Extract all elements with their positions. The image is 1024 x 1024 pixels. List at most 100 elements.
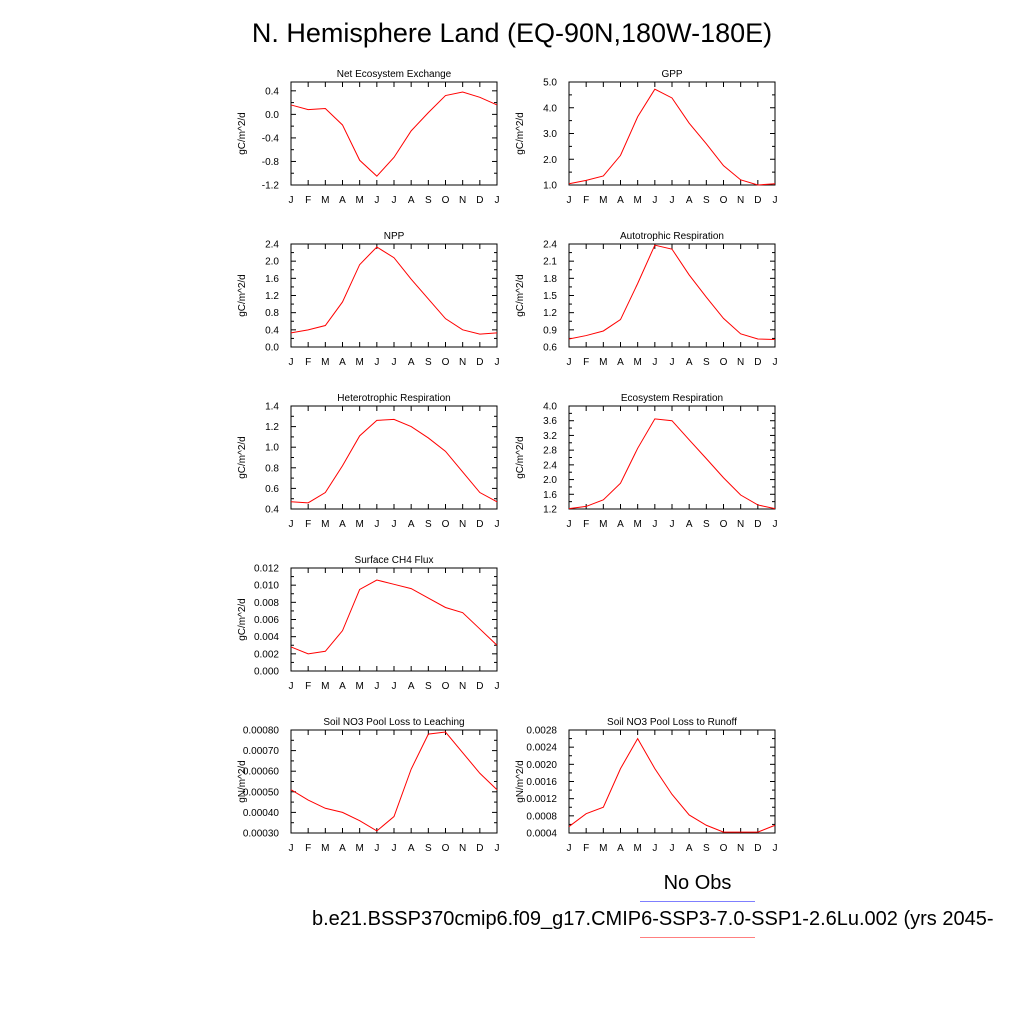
y-axis-label: gC/m^2/d	[237, 598, 248, 641]
x-tick-label: D	[476, 843, 483, 854]
x-tick-label: A	[408, 195, 415, 206]
y-tick-label: -0.4	[262, 133, 280, 144]
y-axis-label: gC/m^2/d	[515, 436, 526, 479]
x-tick-label: J	[289, 681, 294, 692]
panel-frame	[290, 243, 498, 348]
x-tick-label: J	[652, 843, 657, 854]
legend-case-line	[640, 937, 755, 938]
x-tick-label: J	[567, 843, 572, 854]
x-tick-label: N	[737, 843, 744, 854]
y-tick-label: 1.6	[265, 274, 279, 285]
x-tick-label: S	[425, 519, 432, 530]
x-tick-label: M	[321, 843, 329, 854]
series-line	[568, 418, 776, 510]
x-tick-label: J	[670, 357, 675, 368]
panel-title: Autotrophic Respiration	[620, 231, 724, 242]
x-tick-label: D	[754, 357, 761, 368]
x-tick-label: J	[567, 519, 572, 530]
x-tick-label: A	[617, 357, 624, 368]
x-tick-label: J	[567, 195, 572, 206]
y-tick-label: 0.4	[265, 325, 279, 336]
y-tick-label: 0.0	[265, 110, 279, 121]
x-tick-label: J	[374, 681, 379, 692]
y-tick-label: 1.0	[265, 443, 279, 454]
x-tick-label: J	[495, 519, 500, 530]
x-tick-label: N	[459, 681, 466, 692]
series-line	[568, 737, 776, 833]
legend-obs-label: No Obs	[663, 872, 732, 894]
x-tick-label: S	[703, 195, 710, 206]
y-axis-label: gC/m^2/d	[515, 112, 526, 155]
x-tick-label: F	[583, 519, 589, 530]
x-tick-label: O	[720, 843, 728, 854]
panel-title: Ecosystem Respiration	[621, 393, 723, 404]
x-tick-label: D	[476, 681, 483, 692]
x-tick-label: J	[652, 357, 657, 368]
y-tick-label: 0.010	[254, 581, 279, 592]
y-axis-label: gC/m^2/d	[237, 112, 248, 155]
y-tick-label: 2.0	[543, 155, 557, 166]
panel-title: Soil NO3 Pool Loss to Runoff	[607, 717, 737, 728]
x-tick-label: J	[392, 681, 397, 692]
y-tick-label: 0.8	[265, 463, 279, 474]
x-tick-label: M	[633, 195, 641, 206]
y-axis-label: gN/m^2/d	[237, 760, 248, 803]
x-tick-label: A	[686, 357, 693, 368]
x-tick-label: M	[321, 519, 329, 530]
series-line	[568, 244, 776, 341]
x-tick-label: J	[567, 357, 572, 368]
panel-title: GPP	[661, 69, 682, 80]
y-tick-label: 2.0	[543, 475, 557, 486]
y-tick-label: 1.6	[543, 490, 557, 501]
x-tick-label: A	[617, 195, 624, 206]
y-tick-label: 5.0	[543, 78, 557, 89]
y-tick-label: 1.4	[265, 402, 279, 413]
x-tick-label: J	[374, 357, 379, 368]
series-line	[290, 579, 498, 655]
y-tick-label: 0.006	[254, 615, 279, 626]
y-tick-label: 1.2	[543, 505, 557, 516]
x-tick-label: J	[374, 843, 379, 854]
y-tick-label: 2.4	[543, 240, 557, 251]
x-tick-label: J	[773, 357, 778, 368]
y-tick-label: 0.002	[254, 649, 279, 660]
x-tick-label: M	[355, 681, 363, 692]
y-tick-label: 3.0	[543, 129, 557, 140]
y-tick-label: 2.0	[265, 257, 279, 268]
panel-title: Heterotrophic Respiration	[337, 393, 450, 404]
y-tick-label: 1.2	[265, 291, 279, 302]
y-tick-label: 1.2	[543, 308, 557, 319]
y-tick-label: 3.2	[543, 431, 557, 442]
x-tick-label: A	[339, 357, 346, 368]
x-tick-label: D	[476, 357, 483, 368]
x-tick-label: J	[670, 195, 675, 206]
x-tick-label: J	[289, 357, 294, 368]
y-tick-label: -0.8	[262, 157, 280, 168]
y-tick-label: 0.008	[254, 598, 279, 609]
y-axis-label: gC/m^2/d	[237, 436, 248, 479]
y-tick-label: 0.00080	[243, 726, 280, 737]
x-tick-label: J	[670, 843, 675, 854]
y-tick-label: 0.000	[254, 667, 279, 678]
x-tick-label: J	[289, 195, 294, 206]
x-tick-label: D	[476, 519, 483, 530]
y-axis-label: gC/m^2/d	[237, 274, 248, 317]
y-tick-label: 0.8	[265, 308, 279, 319]
x-tick-label: J	[670, 519, 675, 530]
x-tick-label: M	[633, 357, 641, 368]
y-tick-label: 4.0	[543, 103, 557, 114]
x-tick-label: S	[425, 195, 432, 206]
x-tick-label: N	[459, 357, 466, 368]
x-tick-label: M	[599, 195, 607, 206]
x-tick-label: D	[476, 195, 483, 206]
x-tick-label: M	[321, 357, 329, 368]
x-tick-label: J	[495, 681, 500, 692]
y-tick-label: 0.4	[265, 86, 279, 97]
x-tick-label: O	[720, 195, 728, 206]
y-tick-label: 0.00040	[243, 808, 280, 819]
y-tick-label: 0.00060	[243, 767, 280, 778]
x-tick-label: M	[633, 519, 641, 530]
x-tick-label: M	[321, 681, 329, 692]
x-tick-label: N	[459, 195, 466, 206]
y-tick-label: 0.0024	[526, 743, 557, 754]
